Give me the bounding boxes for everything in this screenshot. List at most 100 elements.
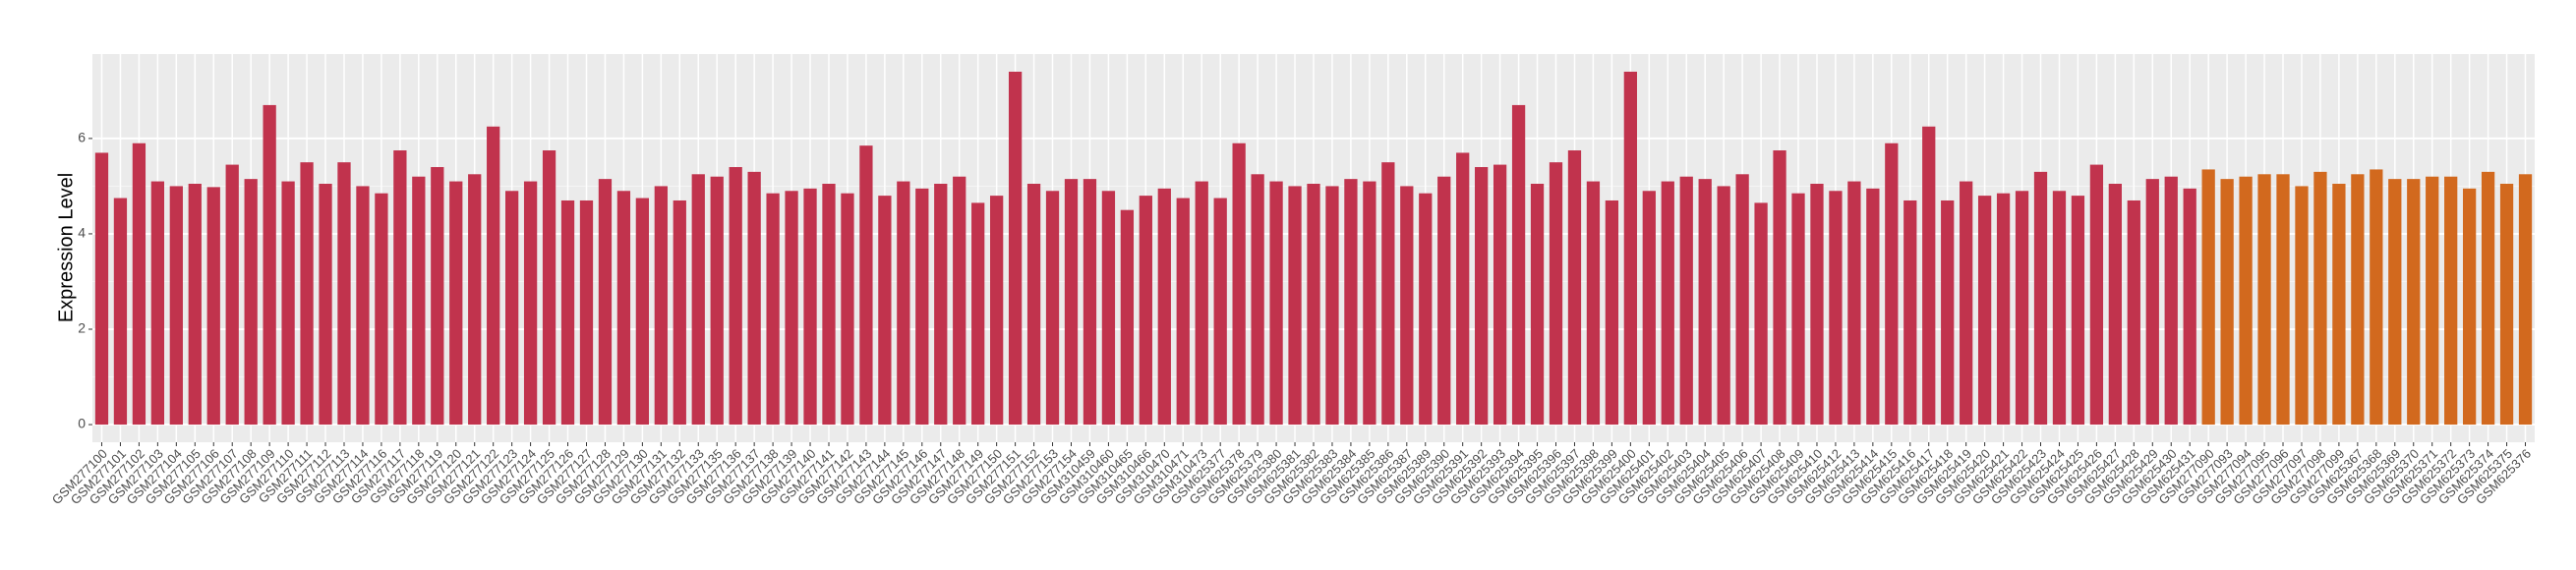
bar — [1120, 209, 1135, 426]
bar — [766, 193, 780, 426]
bar — [169, 186, 183, 426]
bar — [1941, 200, 1955, 426]
bar — [1344, 179, 1358, 426]
bar — [2015, 191, 2029, 426]
y-tick-label: 6 — [78, 130, 86, 145]
bar — [1698, 179, 1712, 426]
bar — [1101, 191, 1116, 426]
bar — [94, 152, 109, 426]
bar — [1139, 196, 1152, 426]
bar — [710, 176, 724, 426]
bar — [1475, 167, 1489, 426]
bar — [132, 142, 146, 426]
bar — [691, 174, 705, 426]
bar — [542, 150, 556, 426]
bar — [1288, 186, 1302, 426]
bar — [1586, 181, 1601, 426]
bar — [1922, 126, 1936, 426]
bar — [1717, 186, 1730, 426]
bar — [934, 183, 948, 426]
bar — [188, 183, 202, 426]
bar — [281, 181, 295, 426]
bar — [897, 181, 910, 426]
bar — [1960, 181, 1973, 426]
bar — [1307, 183, 1320, 426]
bar — [616, 191, 631, 426]
bar — [2071, 196, 2085, 426]
bar — [431, 167, 444, 426]
bar — [1549, 162, 1563, 426]
bar — [1511, 104, 1526, 426]
bar — [1623, 71, 1637, 426]
bar — [1232, 142, 1246, 426]
bar — [1045, 191, 1060, 426]
bar — [654, 186, 668, 426]
bar — [2201, 169, 2215, 426]
bar — [2033, 171, 2048, 426]
bar — [2295, 186, 2309, 426]
bar — [1829, 191, 1843, 426]
bar — [1456, 152, 1470, 426]
bar — [2220, 179, 2234, 426]
bar — [356, 186, 370, 426]
bar — [1437, 176, 1451, 426]
bar — [1493, 164, 1507, 426]
bar — [150, 181, 165, 426]
bar — [1791, 193, 1805, 426]
bar — [2145, 179, 2159, 426]
bar — [1754, 202, 1768, 426]
bar — [2313, 171, 2327, 426]
bar — [412, 176, 426, 426]
bar — [841, 193, 854, 426]
bar — [319, 183, 332, 426]
bar — [113, 198, 128, 426]
bar — [1064, 179, 1079, 426]
bar — [1176, 198, 1190, 426]
bar — [2388, 179, 2402, 426]
bar — [1903, 200, 1917, 426]
bar — [878, 196, 892, 426]
bar — [785, 191, 798, 426]
bar — [990, 196, 1004, 426]
bar — [2481, 171, 2495, 426]
bar — [747, 171, 761, 426]
bar — [487, 126, 500, 426]
bar — [1195, 181, 1208, 426]
bar — [1083, 179, 1097, 426]
bar — [2499, 183, 2514, 426]
bar — [2351, 174, 2365, 426]
bar — [1847, 181, 1861, 426]
bar — [2183, 188, 2196, 426]
bar — [2239, 176, 2253, 426]
bar — [1381, 162, 1395, 426]
bar — [2518, 174, 2533, 426]
bar — [2462, 188, 2477, 426]
bar — [2276, 174, 2290, 426]
bar — [468, 174, 482, 426]
bar — [803, 188, 817, 426]
bar — [822, 183, 836, 426]
bar — [1773, 150, 1786, 426]
bar — [729, 167, 742, 426]
bar — [579, 200, 594, 426]
bar — [1567, 150, 1582, 426]
bar — [1866, 188, 1880, 426]
bar — [1157, 188, 1171, 426]
bar — [1810, 183, 1824, 426]
bar — [1269, 181, 1283, 426]
y-tick-label: 2 — [78, 320, 86, 336]
bar — [1008, 71, 1023, 426]
bar — [635, 198, 650, 426]
y-axis-title: Expression Level — [55, 173, 77, 322]
bar — [598, 179, 613, 426]
bar — [2127, 200, 2140, 426]
bar — [953, 176, 966, 426]
bar — [2444, 176, 2458, 426]
bar — [915, 188, 929, 426]
bar — [1213, 198, 1227, 426]
bar — [1325, 186, 1339, 426]
bar — [1530, 183, 1545, 426]
bar — [225, 164, 239, 426]
bar — [2052, 191, 2067, 426]
